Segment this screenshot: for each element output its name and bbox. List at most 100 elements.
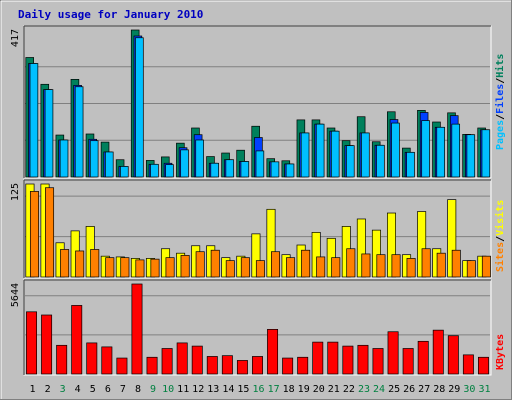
sites-bar	[180, 255, 190, 278]
pages-bar	[346, 145, 355, 178]
kbytes-bar	[131, 283, 143, 375]
x-axis-day-label: 19	[298, 384, 310, 395]
legend-item: /	[495, 236, 506, 242]
pages-bar	[195, 139, 204, 178]
sites-bar	[90, 249, 100, 278]
sites-bar	[406, 258, 416, 278]
y-axis-max-label: 417	[10, 29, 21, 47]
x-axis-day-label: 31	[478, 384, 490, 395]
pages-bar	[59, 139, 69, 178]
x-axis-day-label: 27	[418, 384, 430, 395]
kbytes-bar	[206, 356, 218, 375]
sites-bar	[150, 258, 160, 278]
x-axis-day-label: 11	[177, 384, 189, 395]
kbytes-bar	[236, 360, 248, 375]
kbytes-bar	[161, 348, 173, 375]
sites-bar	[120, 257, 130, 278]
sites-bar	[240, 257, 250, 278]
kbytes-bar	[478, 356, 489, 375]
pages-bar	[361, 132, 370, 178]
x-axis-day-label: 13	[207, 384, 219, 395]
x-axis-day-label: 28	[433, 384, 445, 395]
kbytes-bar	[101, 346, 113, 375]
x-axis-day-label: 22	[343, 384, 355, 395]
kbytes-bar	[447, 335, 459, 375]
panel-legend: Pages/Files/Hits	[494, 54, 506, 150]
kbytes-bar	[146, 356, 158, 375]
sites-bar	[135, 259, 145, 278]
x-axis-day-label: 29	[448, 384, 460, 395]
x-axis-day-label: 5	[90, 384, 96, 395]
visits-bar	[356, 218, 366, 278]
visits-bar	[417, 211, 427, 278]
legend-item: KBytes	[495, 334, 506, 370]
visits-bar	[447, 199, 457, 278]
kbytes-bar	[327, 341, 339, 375]
pages-bar	[165, 164, 174, 178]
legend-item: Sites	[494, 242, 506, 272]
x-axis-day-label: 9	[150, 384, 156, 395]
pages-bar	[436, 126, 445, 178]
chart-panels: 417 Pages/Files/Hits 125 Sites/Visits 5644KB…	[10, 25, 506, 376]
kbytes-bar	[86, 342, 98, 375]
kbytes-bar	[56, 344, 68, 375]
chart-panel-top: 417 Pages/Files/Hits	[10, 25, 506, 179]
sites-bar	[165, 257, 175, 278]
sites-bar	[45, 187, 55, 278]
panel-legend: Sites/Visits	[494, 200, 506, 272]
pages-bar	[330, 130, 340, 178]
kbytes-bar	[221, 355, 233, 375]
kbytes-bar	[342, 345, 354, 375]
x-axis-day-label: 4	[75, 384, 81, 395]
sites-bar	[255, 260, 265, 278]
sites-bar	[436, 252, 446, 278]
legend-item: Files	[494, 84, 506, 114]
kbytes-bar	[71, 305, 83, 375]
pages-bar	[104, 151, 114, 178]
pages-bar	[240, 161, 250, 178]
pages-bar	[120, 166, 129, 178]
pages-bar	[89, 140, 99, 178]
x-axis-day-labels: 1 2 3 4 5 6 7 8 9 10 11 12 13 14 15 16 17 18 19 20 21 22 23 24 2…	[29, 384, 490, 395]
kbytes-bar	[312, 341, 324, 375]
pages-bar	[150, 163, 159, 178]
sites-bar	[105, 257, 115, 278]
x-axis-day-label: 25	[388, 384, 400, 395]
x-axis-day-label: 16	[252, 384, 264, 395]
kbytes-bar	[402, 348, 414, 375]
pages-bar	[391, 122, 400, 178]
kbytes-bar	[357, 344, 369, 375]
pages-bar	[225, 159, 235, 178]
kbytes-bar	[41, 314, 53, 375]
visits-bar	[371, 229, 381, 278]
pages-bar	[451, 123, 461, 178]
pages-bar	[285, 163, 295, 178]
x-axis-day-label: 3	[60, 384, 66, 395]
pages-bar	[421, 120, 430, 178]
pages-bar	[481, 129, 491, 178]
y-axis-max-label: 125	[10, 183, 21, 201]
kbytes-bar	[417, 340, 429, 375]
sites-bar	[376, 254, 386, 278]
sites-bar	[75, 250, 85, 278]
x-axis-day-label: 14	[222, 384, 234, 395]
legend-item: Pages	[495, 120, 506, 150]
kbytes-bar	[267, 329, 279, 375]
panel-legend: KBytes	[495, 334, 506, 370]
x-axis-day-label: 7	[120, 384, 126, 395]
kbytes-bar	[372, 348, 384, 375]
kbytes-bar	[26, 311, 37, 375]
x-axis-day-label: 8	[135, 384, 141, 395]
sites-bar	[451, 249, 461, 278]
sites-bar	[301, 249, 311, 278]
chart-panel-bottom: 5644 KBytes	[10, 279, 506, 376]
sites-bar	[271, 251, 280, 278]
x-axis-day-label: 21	[328, 384, 340, 395]
x-axis-day-label: 23	[358, 384, 370, 395]
pages-bar	[270, 161, 280, 178]
pages-bar	[255, 150, 265, 178]
x-axis-day-label: 6	[105, 384, 111, 395]
visits-bar	[387, 212, 396, 278]
